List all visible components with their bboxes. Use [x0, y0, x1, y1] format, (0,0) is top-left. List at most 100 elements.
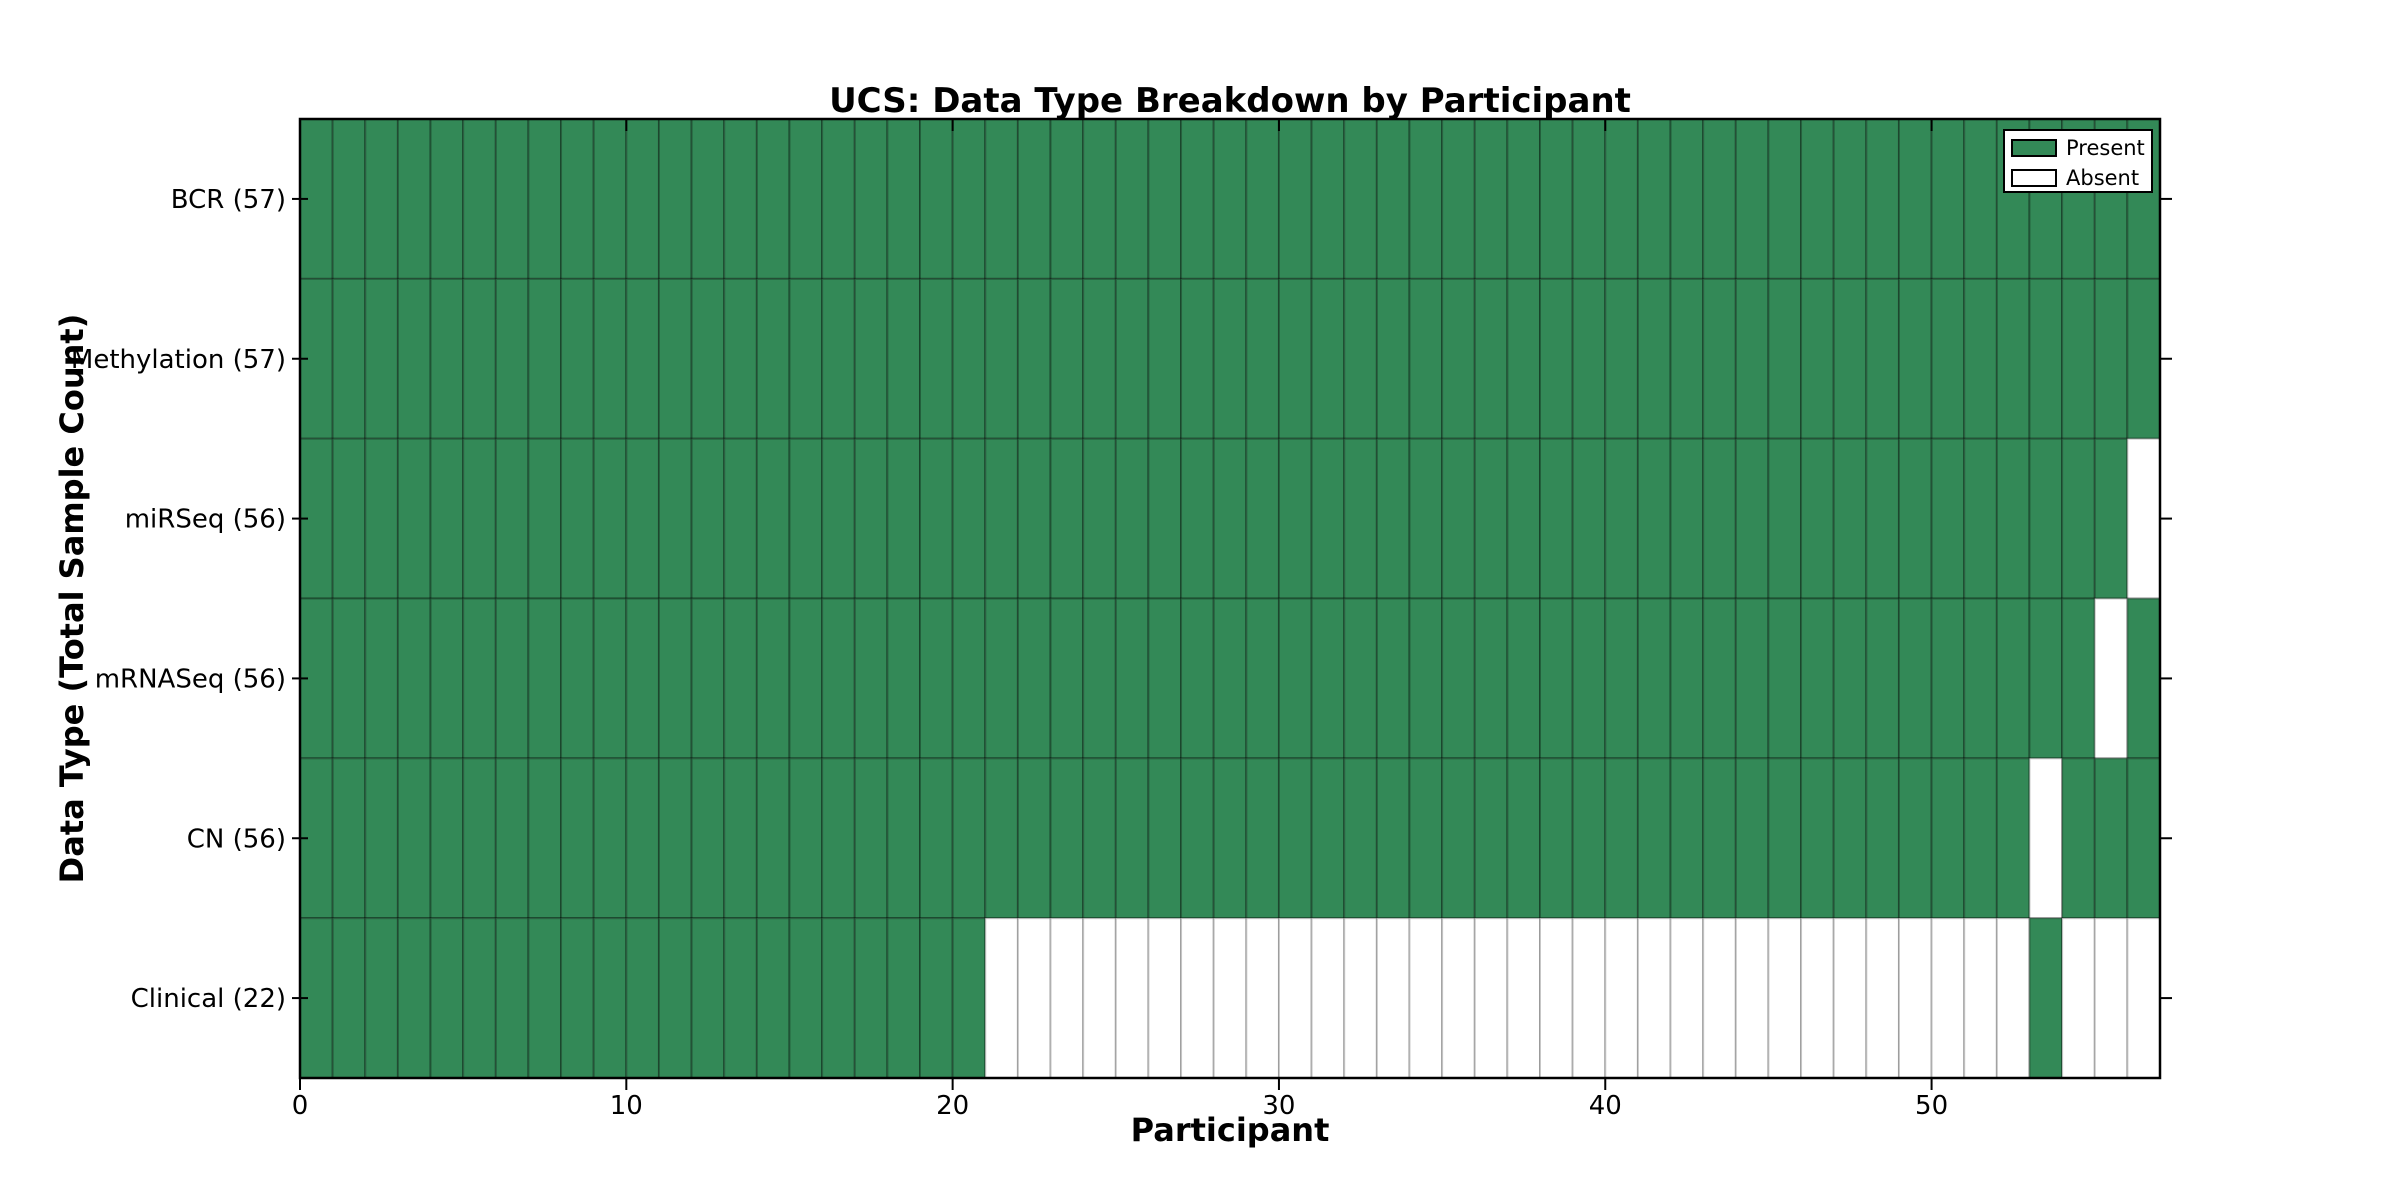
row-cn: [299, 757, 2162, 920]
cell-cn-4-present: [429, 757, 465, 920]
cell-clinical-1-present: [331, 917, 367, 1079]
cell-bcr-41-present: [1636, 118, 1672, 280]
cell-mrnaseq-53-present: [2028, 597, 2064, 760]
cell-mirseq-48-present: [1865, 437, 1900, 600]
cell-cn-30-present: [1277, 757, 1313, 920]
cell-mrnaseq-6-present: [494, 597, 530, 760]
cell-bcr-35-present: [1441, 118, 1476, 280]
cell-methylation-7-present: [527, 277, 563, 440]
cell-bcr-30-present: [1277, 118, 1313, 280]
cell-mirseq-47-present: [1832, 437, 1868, 600]
cell-clinical-29-absent: [1245, 917, 1280, 1079]
cell-mrnaseq-5-present: [462, 597, 497, 760]
row-bcr: [299, 118, 2162, 280]
cell-mirseq-50-present: [1930, 437, 1966, 600]
cell-mirseq-5-present: [462, 437, 497, 600]
cell-cn-47-present: [1832, 757, 1868, 920]
row-mirseq: [299, 437, 2162, 600]
y-tick-label-cn: CN (56): [187, 824, 286, 854]
cell-clinical-42-absent: [1669, 917, 1705, 1079]
cell-clinical-14-present: [755, 917, 791, 1079]
cell-mrnaseq-29-present: [1245, 597, 1280, 760]
cell-mrnaseq-4-present: [429, 597, 465, 760]
cell-mirseq-52-present: [1995, 437, 2031, 600]
cell-clinical-56-absent: [2126, 917, 2162, 1079]
cell-methylation-49-present: [1897, 277, 1933, 440]
cell-clinical-40-absent: [1604, 917, 1639, 1079]
y-tick-label-methylation: Methylation (57): [71, 345, 286, 375]
cell-bcr-22-present: [1016, 118, 1052, 280]
cell-mrnaseq-55-absent: [2093, 597, 2129, 760]
cell-methylation-39-present: [1571, 277, 1607, 440]
cell-clinical-39-absent: [1571, 917, 1607, 1079]
cell-mrnaseq-46-present: [1800, 597, 1835, 760]
cell-bcr-38-present: [1539, 118, 1574, 280]
cell-clinical-31-absent: [1310, 917, 1346, 1079]
cell-cn-9-present: [592, 757, 628, 920]
cell-clinical-22-absent: [1016, 917, 1052, 1079]
cell-mirseq-36-present: [1473, 437, 1509, 600]
cell-methylation-4-present: [429, 277, 465, 440]
cell-clinical-13-present: [723, 917, 758, 1079]
cell-bcr-21-present: [984, 118, 1019, 280]
cell-cn-28-present: [1212, 757, 1248, 920]
cell-bcr-44-present: [1734, 118, 1770, 280]
cell-clinical-45-absent: [1767, 917, 1803, 1079]
cell-mrnaseq-48-present: [1865, 597, 1900, 760]
cell-bcr-46-present: [1800, 118, 1835, 280]
cell-mirseq-3-present: [396, 437, 432, 600]
cell-mrnaseq-34-present: [1408, 597, 1444, 760]
cell-mrnaseq-11-present: [657, 597, 693, 760]
cell-mirseq-13-present: [723, 437, 758, 600]
cell-cn-19-present: [919, 757, 954, 920]
cell-mirseq-25-present: [1114, 437, 1150, 600]
cell-clinical-53-present: [2028, 917, 2064, 1079]
cell-methylation-51-present: [1963, 277, 1998, 440]
cell-methylation-47-present: [1832, 277, 1868, 440]
cell-methylation-41-present: [1636, 277, 1672, 440]
cell-bcr-4-present: [429, 118, 465, 280]
cell-mirseq-20-present: [951, 437, 987, 600]
cell-mrnaseq-17-present: [853, 597, 889, 760]
cell-bcr-43-present: [1702, 118, 1737, 280]
cell-cn-33-present: [1375, 757, 1411, 920]
cell-mrnaseq-32-present: [1343, 597, 1378, 760]
cell-mrnaseq-20-present: [951, 597, 987, 760]
legend-label-absent: Absent: [2066, 166, 2139, 190]
cell-mirseq-30-present: [1277, 437, 1313, 600]
cell-bcr-8-present: [560, 118, 595, 280]
cell-bcr-19-present: [919, 118, 954, 280]
cell-clinical-33-absent: [1375, 917, 1411, 1079]
cell-bcr-32-present: [1343, 118, 1378, 280]
cell-mirseq-55-present: [2093, 437, 2129, 600]
cell-cn-31-present: [1310, 757, 1346, 920]
cell-bcr-13-present: [723, 118, 758, 280]
cell-mirseq-38-present: [1539, 437, 1574, 600]
cell-mrnaseq-51-present: [1963, 597, 1998, 760]
cell-methylation-45-present: [1767, 277, 1803, 440]
cell-methylation-56-present: [2126, 277, 2162, 440]
cell-mirseq-42-present: [1669, 437, 1705, 600]
cell-methylation-12-present: [690, 277, 726, 440]
cell-clinical-36-absent: [1473, 917, 1509, 1079]
cell-bcr-6-present: [494, 118, 530, 280]
cell-mirseq-51-present: [1963, 437, 1998, 600]
cell-mrnaseq-36-present: [1473, 597, 1509, 760]
cell-methylation-1-present: [331, 277, 367, 440]
cell-mirseq-6-present: [494, 437, 530, 600]
cell-methylation-27-present: [1180, 277, 1215, 440]
cell-cn-43-present: [1702, 757, 1737, 920]
y-tick-label-bcr: BCR (57): [171, 185, 286, 215]
cell-mirseq-2-present: [364, 437, 399, 600]
cell-mirseq-8-present: [560, 437, 595, 600]
cell-bcr-40-present: [1604, 118, 1639, 280]
cell-cn-1-present: [331, 757, 367, 920]
cell-mirseq-41-present: [1636, 437, 1672, 600]
cell-cn-41-present: [1636, 757, 1672, 920]
cell-mirseq-1-present: [331, 437, 367, 600]
cell-mirseq-7-present: [527, 437, 563, 600]
cell-mrnaseq-15-present: [788, 597, 824, 760]
cell-methylation-19-present: [919, 277, 954, 440]
cell-bcr-3-present: [396, 118, 432, 280]
